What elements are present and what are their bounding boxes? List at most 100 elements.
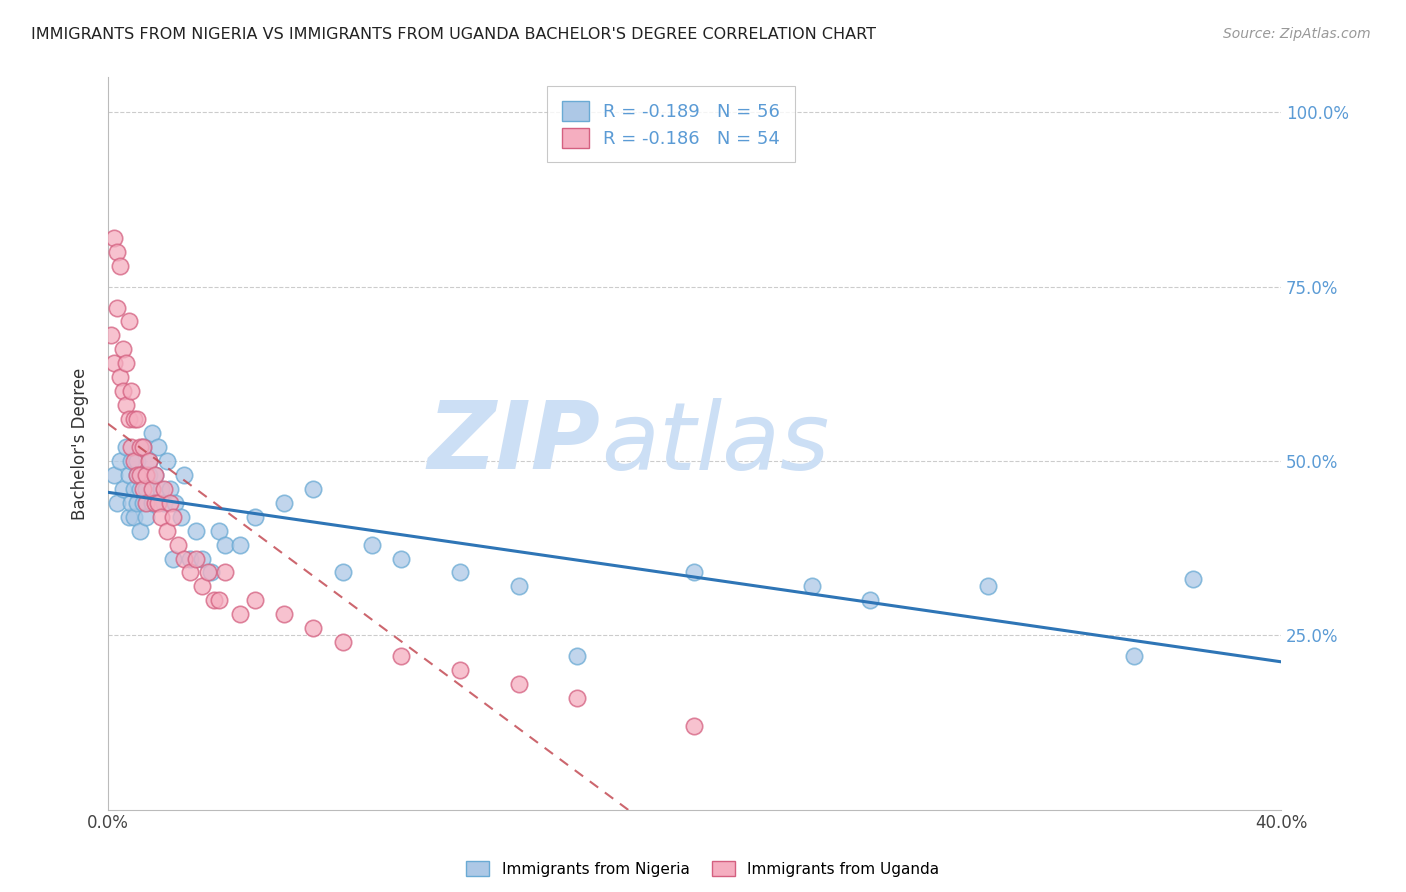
Point bbox=[105, 496, 128, 510]
Point bbox=[173, 551, 195, 566]
Point bbox=[127, 467, 149, 482]
Point bbox=[567, 690, 589, 705]
Point bbox=[149, 482, 172, 496]
Point bbox=[105, 301, 128, 315]
Point bbox=[111, 482, 134, 496]
Point bbox=[202, 593, 225, 607]
Point bbox=[179, 566, 201, 580]
Point bbox=[683, 566, 706, 580]
Point bbox=[302, 482, 325, 496]
Point bbox=[214, 566, 236, 580]
Point bbox=[124, 509, 146, 524]
Point bbox=[508, 579, 530, 593]
Point bbox=[165, 496, 187, 510]
Point bbox=[120, 496, 142, 510]
Point bbox=[143, 496, 166, 510]
Point bbox=[141, 496, 163, 510]
Point bbox=[332, 635, 354, 649]
Point bbox=[173, 467, 195, 482]
Point bbox=[114, 356, 136, 370]
Point bbox=[389, 551, 412, 566]
Point bbox=[508, 677, 530, 691]
Point bbox=[117, 467, 139, 482]
Point bbox=[167, 538, 190, 552]
Point bbox=[273, 496, 295, 510]
Point bbox=[156, 524, 179, 538]
Point bbox=[197, 566, 219, 580]
Point bbox=[162, 509, 184, 524]
Point bbox=[138, 454, 160, 468]
Y-axis label: Bachelor's Degree: Bachelor's Degree bbox=[72, 368, 89, 520]
Point bbox=[179, 551, 201, 566]
Point bbox=[138, 467, 160, 482]
Point bbox=[120, 440, 142, 454]
Point bbox=[111, 343, 134, 357]
Point bbox=[214, 538, 236, 552]
Text: Source: ZipAtlas.com: Source: ZipAtlas.com bbox=[1223, 27, 1371, 41]
Point bbox=[800, 579, 823, 593]
Point bbox=[243, 509, 266, 524]
Point bbox=[105, 244, 128, 259]
Point bbox=[135, 482, 157, 496]
Point bbox=[129, 482, 152, 496]
Point bbox=[162, 551, 184, 566]
Point bbox=[127, 467, 149, 482]
Point bbox=[108, 259, 131, 273]
Point bbox=[567, 649, 589, 664]
Point bbox=[114, 398, 136, 412]
Point bbox=[159, 482, 181, 496]
Point bbox=[200, 566, 222, 580]
Point bbox=[103, 356, 125, 370]
Point bbox=[229, 538, 252, 552]
Legend: R = -0.189   N = 56, R = -0.186   N = 54: R = -0.189 N = 56, R = -0.186 N = 54 bbox=[547, 87, 794, 162]
Point bbox=[1181, 573, 1204, 587]
Point bbox=[977, 579, 1000, 593]
Point bbox=[184, 524, 207, 538]
Point bbox=[361, 538, 384, 552]
Point bbox=[332, 566, 354, 580]
Point bbox=[243, 593, 266, 607]
Point bbox=[124, 482, 146, 496]
Point bbox=[302, 621, 325, 635]
Text: atlas: atlas bbox=[600, 398, 830, 489]
Point bbox=[135, 509, 157, 524]
Point bbox=[449, 566, 471, 580]
Point bbox=[229, 607, 252, 622]
Point bbox=[141, 482, 163, 496]
Point bbox=[127, 496, 149, 510]
Point bbox=[273, 607, 295, 622]
Point bbox=[132, 440, 155, 454]
Point bbox=[129, 467, 152, 482]
Text: IMMIGRANTS FROM NIGERIA VS IMMIGRANTS FROM UGANDA BACHELOR'S DEGREE CORRELATION : IMMIGRANTS FROM NIGERIA VS IMMIGRANTS FR… bbox=[31, 27, 876, 42]
Point bbox=[208, 524, 231, 538]
Point bbox=[127, 412, 149, 426]
Point bbox=[191, 579, 214, 593]
Point bbox=[103, 231, 125, 245]
Point bbox=[141, 425, 163, 440]
Point bbox=[184, 551, 207, 566]
Point bbox=[135, 496, 157, 510]
Point bbox=[143, 467, 166, 482]
Point bbox=[1123, 649, 1146, 664]
Point bbox=[117, 509, 139, 524]
Point bbox=[146, 440, 169, 454]
Point bbox=[152, 482, 174, 496]
Point bbox=[129, 440, 152, 454]
Point bbox=[143, 467, 166, 482]
Point bbox=[132, 496, 155, 510]
Point bbox=[149, 509, 172, 524]
Point bbox=[120, 454, 142, 468]
Point bbox=[449, 663, 471, 677]
Point bbox=[170, 509, 193, 524]
Point bbox=[389, 649, 412, 664]
Point bbox=[152, 496, 174, 510]
Point bbox=[156, 454, 179, 468]
Text: ZIP: ZIP bbox=[427, 398, 600, 490]
Point bbox=[103, 467, 125, 482]
Point bbox=[108, 454, 131, 468]
Point bbox=[117, 314, 139, 328]
Point bbox=[100, 328, 122, 343]
Point bbox=[138, 454, 160, 468]
Point bbox=[114, 440, 136, 454]
Legend: Immigrants from Nigeria, Immigrants from Uganda: Immigrants from Nigeria, Immigrants from… bbox=[458, 853, 948, 884]
